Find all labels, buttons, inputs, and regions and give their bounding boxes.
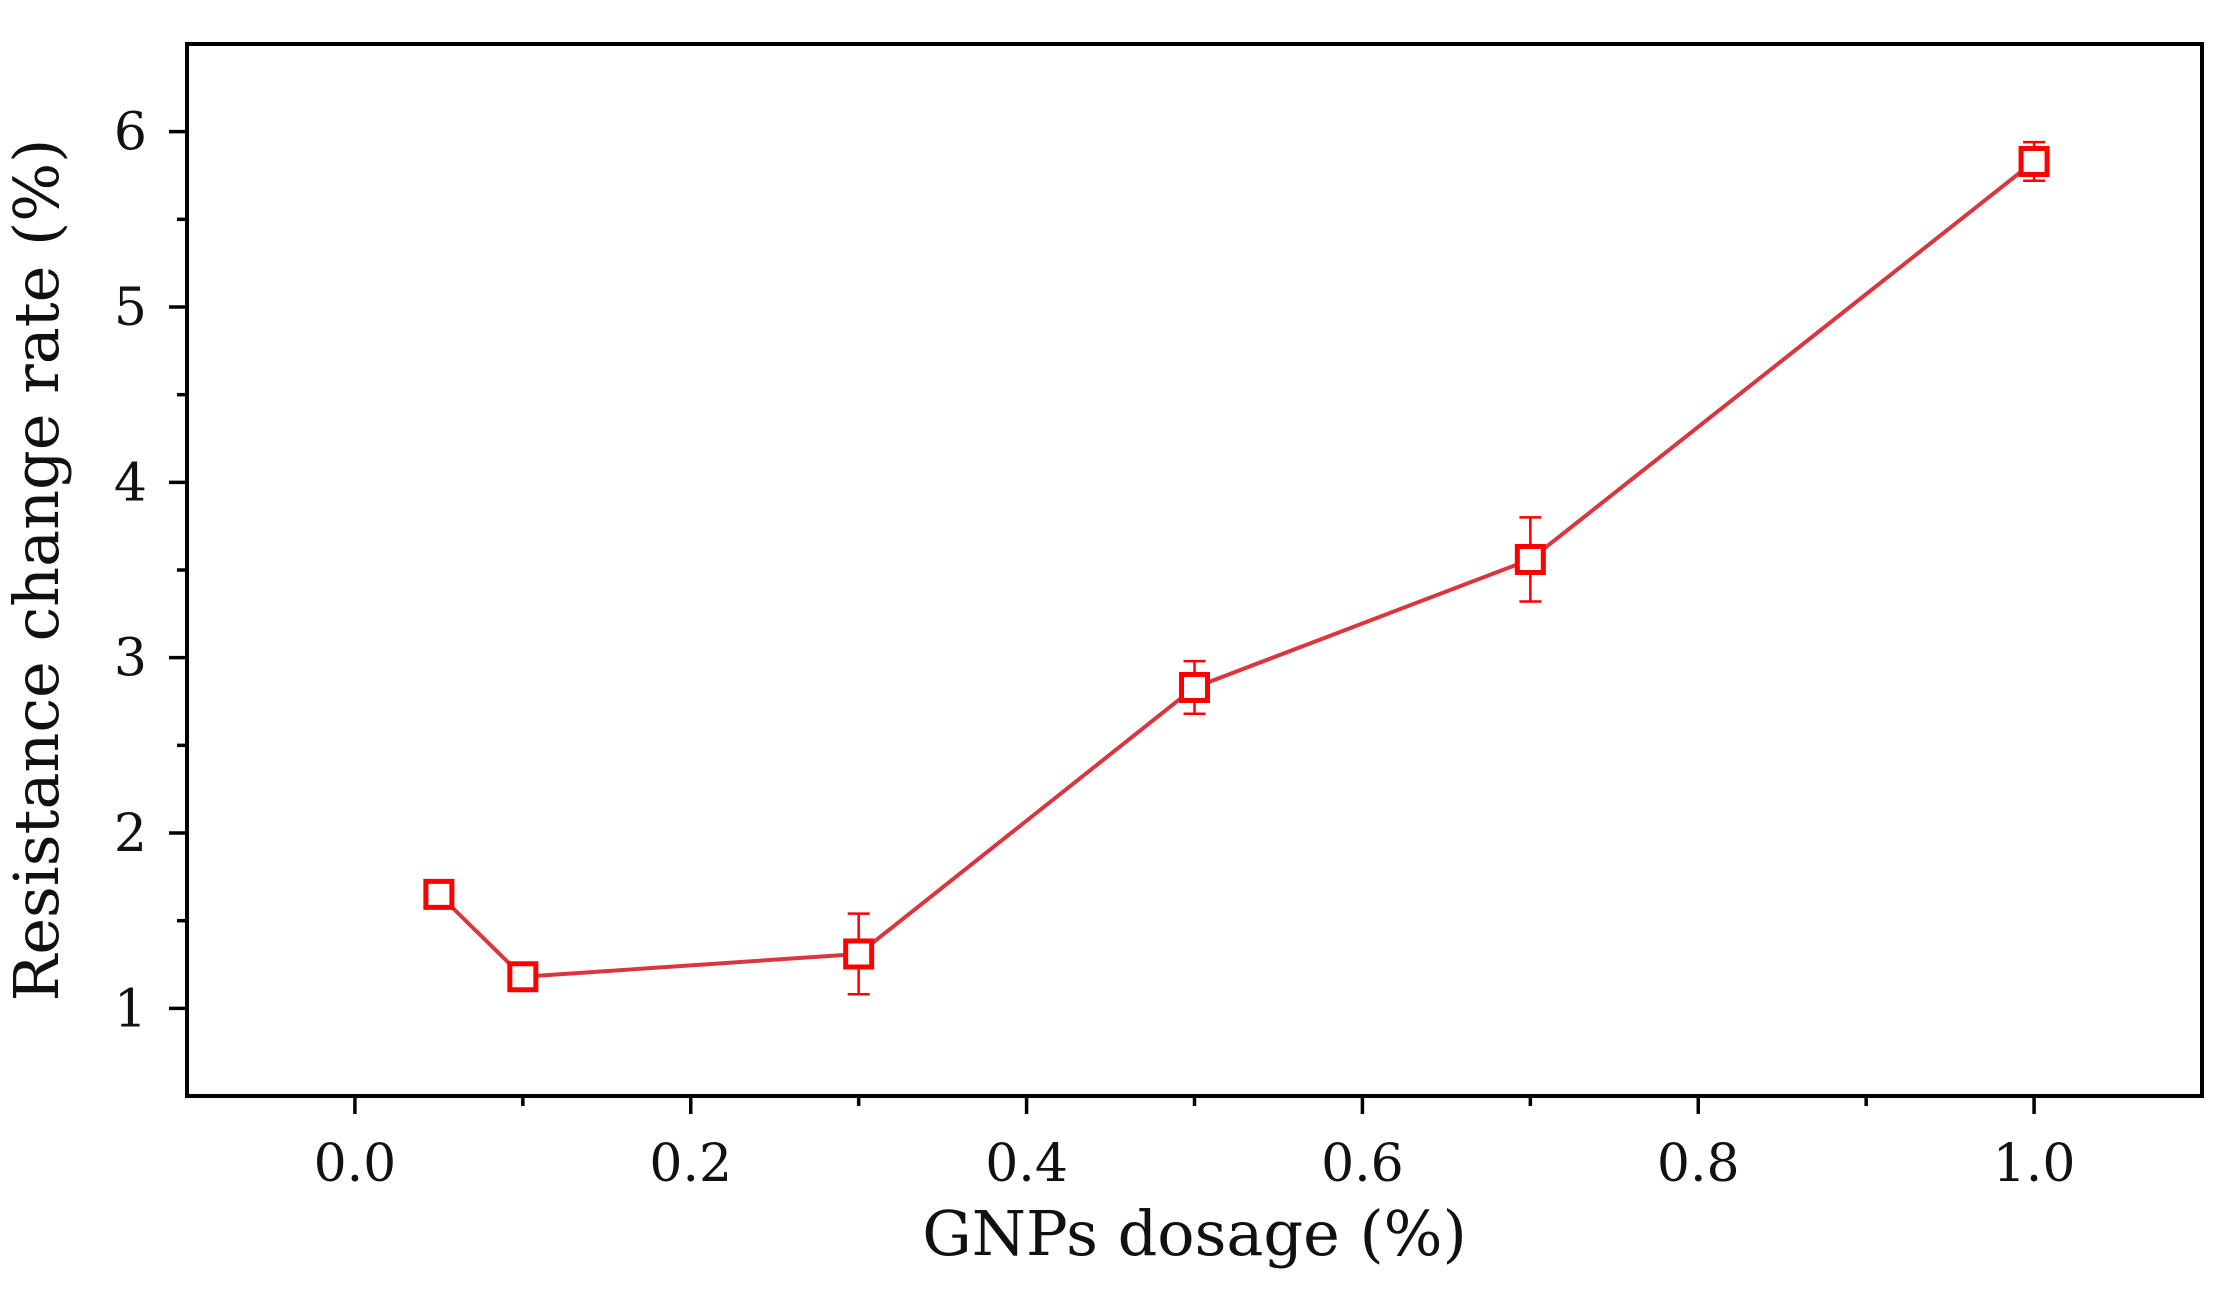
- plot-frame: [185, 42, 2204, 1098]
- y-axis-title: Resistance change rate (%): [0, 139, 73, 1002]
- data-point-marker: [2018, 145, 2050, 177]
- data-point-marker: [1179, 671, 1210, 703]
- data-point-marker: [507, 961, 539, 993]
- x-axis-ticks: 0.0 0.2 0.4 0.6 0.8 1.0: [314, 1096, 2076, 1194]
- x-tick-label: 0.2: [649, 1134, 732, 1194]
- x-tick-label: 0.0: [314, 1134, 397, 1194]
- series-line: [437, 159, 2036, 979]
- y-tick-label: 2: [114, 804, 147, 864]
- data-point-marker: [423, 878, 455, 910]
- series-group: [423, 140, 2050, 996]
- x-tick-label: 0.4: [985, 1134, 1068, 1194]
- y-tick-label: 6: [114, 103, 147, 163]
- y-tick-label: 5: [114, 278, 147, 338]
- y-tick-label: 4: [114, 453, 147, 513]
- data-point-marker: [1514, 543, 1546, 575]
- data-point-marker: [843, 938, 875, 970]
- x-axis-title: GNPs dosage (%): [922, 1197, 1467, 1270]
- x-tick-label: 0.8: [1657, 1134, 1740, 1194]
- x-tick-label: 1.0: [1993, 1134, 2076, 1194]
- x-tick-label: 0.6: [1321, 1134, 1404, 1194]
- y-axis-ticks: 1 2 3 4 5 6: [114, 103, 187, 1039]
- plot-border: [185, 42, 2204, 1098]
- y-tick-label: 3: [114, 629, 147, 689]
- y-tick-label: 1: [114, 979, 147, 1039]
